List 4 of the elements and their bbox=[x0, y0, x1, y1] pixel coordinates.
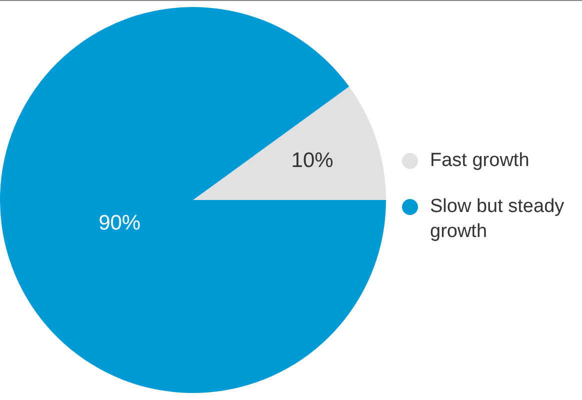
data-label: 10% bbox=[291, 149, 334, 172]
legend-label: Fast growth bbox=[430, 149, 530, 173]
legend-label: Slow but steady growth bbox=[430, 195, 566, 244]
data-label: 90% bbox=[98, 212, 141, 235]
